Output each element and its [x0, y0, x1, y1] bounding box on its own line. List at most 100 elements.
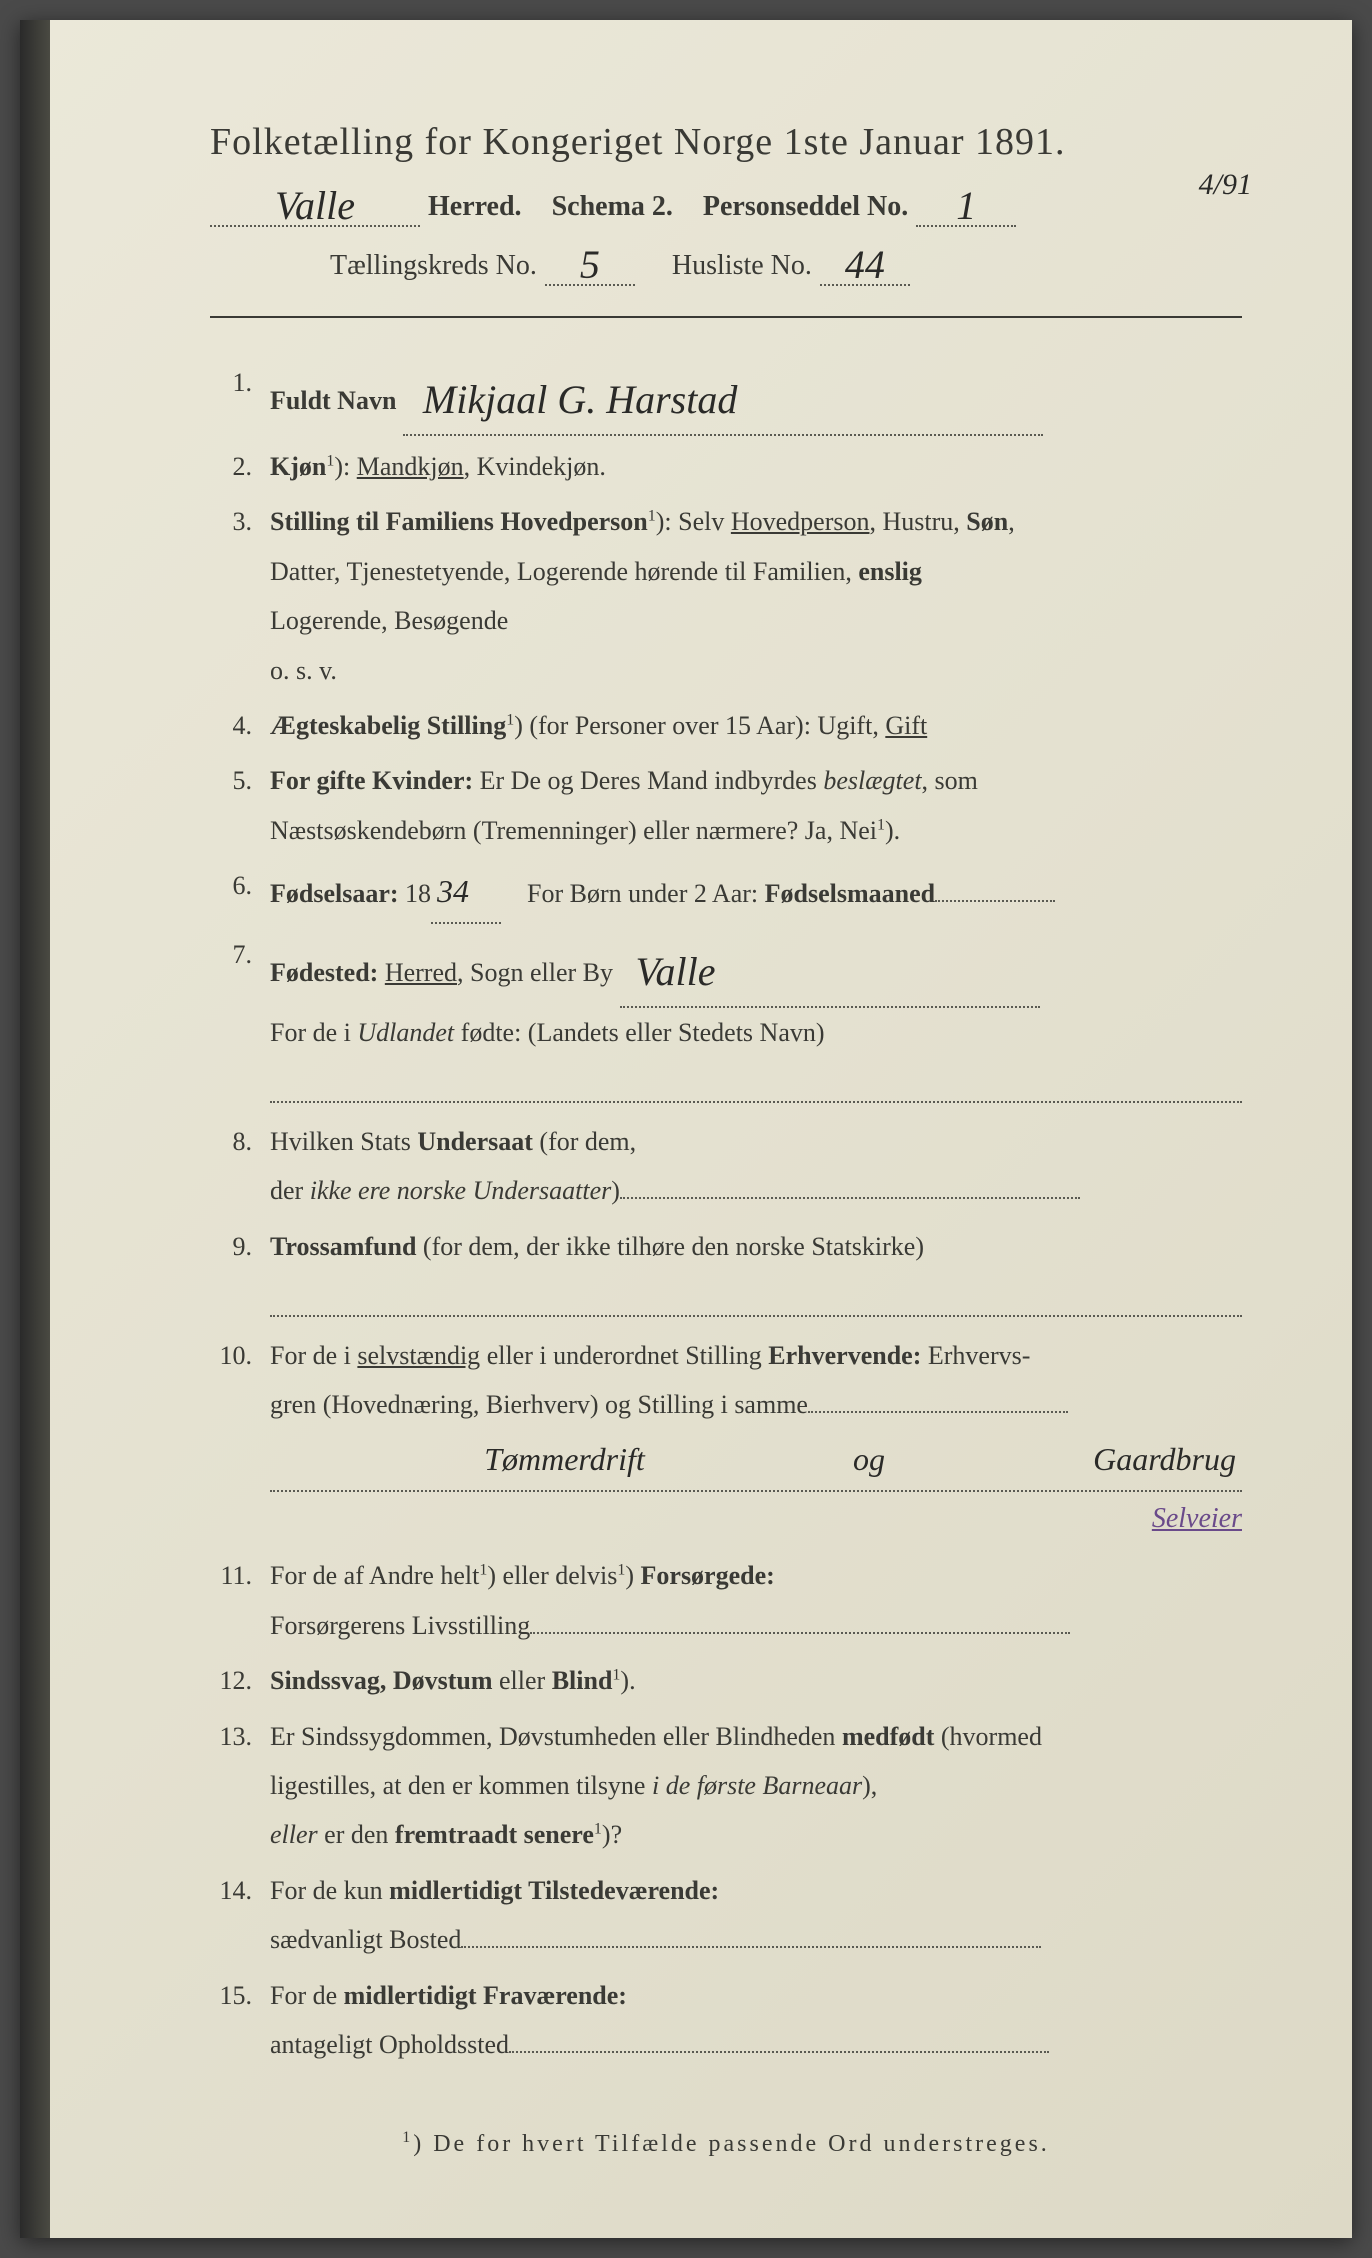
field-4: 4. Ægteskabelig Stilling1) (for Personer… [210, 701, 1242, 750]
census-form-page: 4/91 Folketælling for Kongeriget Norge 1… [20, 20, 1352, 2238]
sup-5: 1 [877, 816, 885, 833]
s8d: ) [611, 1176, 620, 1205]
field-1: 1. Fuldt Navn Mikjaal G. Harstad [210, 358, 1242, 436]
rel-line3: Logerende, Besøgende [270, 606, 508, 635]
lead-4: ) (for Personer over 15 Aar): Ugift, [514, 711, 885, 740]
s8b: (for dem, [533, 1127, 636, 1156]
enslig-bold: enslig [858, 557, 922, 586]
marital-selected: Gift [885, 711, 927, 740]
num-12: 12. [210, 1656, 270, 1705]
label-marital: Ægteskabelig Stilling [270, 711, 506, 740]
d13c: ligestilles, at den er kommen tilsyne [270, 1771, 652, 1800]
divider [210, 316, 1242, 318]
s8em: ikke ere norske Undersaatter [310, 1176, 612, 1205]
fn-text: ) De for hvert Tilfælde passende Ord und… [413, 2131, 1050, 2157]
w-em: beslægtet [823, 766, 921, 795]
husliste-value: 44 [845, 242, 885, 287]
a15a: For de [270, 1981, 344, 2010]
field-5: 5. For gifte Kvinder: Er De og Deres Man… [210, 756, 1242, 855]
fn-sup: 1 [402, 2129, 413, 2146]
s8a: Hvilken Stats [270, 1127, 417, 1156]
field-11: 11. For de af Andre helt1) eller delvis1… [210, 1551, 1242, 1650]
d13em: i de første Barneaar [652, 1771, 862, 1800]
sex-other: , Kvindekjøn. [464, 452, 606, 481]
num-13: 13. [210, 1712, 270, 1860]
o10-line2: gren (Hovednæring, Bierhverv) og Stillin… [270, 1390, 808, 1419]
d13tail: )? [602, 1820, 622, 1849]
herred-label: Herred. [428, 191, 522, 223]
schema-label: Schema 2. [552, 191, 673, 223]
bp-text: , Sogn eller By [457, 958, 613, 987]
label-wives: For gifte Kvinder: [270, 766, 473, 795]
d13f: er den [318, 1820, 395, 1849]
husliste-label: Husliste No. [672, 250, 812, 282]
occupation-2: Gaardbrug [1093, 1429, 1236, 1490]
label-sex: Kjøn [270, 452, 326, 481]
d13e: eller [270, 1820, 318, 1849]
w-tail: ). [885, 816, 900, 845]
field-2: 2. Kjøn1): Mandkjøn, Kvindekjøn. [210, 442, 1242, 491]
field-3: 3. Stilling til Familiens Hovedperson1):… [210, 497, 1242, 695]
occupation-1: Tømmerdrift [484, 1429, 645, 1490]
o10a: For de i [270, 1341, 357, 1370]
header-row-2: Tællingskreds No. 5 Husliste No. 44 [210, 237, 1242, 286]
rest3b: , [1008, 507, 1015, 536]
o10ul: selvstændig [357, 1341, 480, 1370]
birthplace-type: Herred [385, 958, 457, 987]
relation-selected: Hovedperson [731, 507, 870, 536]
label-name: Fuldt Navn [270, 386, 396, 415]
num-1: 1. [210, 358, 270, 436]
d13bold1: medfødt [842, 1722, 934, 1751]
colon-2: ): [334, 452, 356, 481]
field-10: 10. For de i selvstændig eller i underor… [210, 1331, 1242, 1546]
label-disability: Sindssvag, Døvstum [270, 1666, 493, 1695]
s8c: der [270, 1176, 310, 1205]
yr-prefix: 18 [399, 879, 432, 908]
sex-selected: Mandkjøn [357, 452, 464, 481]
num-9: 9. [210, 1222, 270, 1317]
o10b: eller i underordnet Stilling [480, 1341, 768, 1370]
p11b: ) eller delvis [487, 1561, 617, 1590]
sup13: 1 [594, 1821, 602, 1838]
label-birthmonth: Fødselsmaaned [765, 879, 935, 908]
num-4: 4. [210, 701, 270, 750]
num-2: 2. [210, 442, 270, 491]
field-14: 14. For de kun midlertidigt Tilstedevære… [210, 1866, 1242, 1965]
p11c: ) [625, 1561, 640, 1590]
d13bold2: fremtraadt senere [395, 1820, 594, 1849]
w-t1: Er De og Deres Mand indbyrdes [473, 766, 823, 795]
kreds-label: Tællingskreds No. [330, 250, 537, 282]
field-7: 7. Fødested: Herred, Sogn eller By Valle… [210, 930, 1242, 1103]
rel-line4: o. s. v. [270, 656, 337, 685]
t14a: For de kun [270, 1876, 389, 1905]
w-line2: Næstsøskendebørn (Tremenninger) eller næ… [270, 816, 877, 845]
bp2em: Udlandet [357, 1018, 454, 1047]
lead-3: ): Selv [656, 507, 731, 536]
field-12: 12. Sindssvag, Døvstum eller Blind1). [210, 1656, 1242, 1705]
label-birthyear: Fødselsaar: [270, 879, 399, 908]
person-no: 1 [956, 183, 976, 228]
label-relation: Stilling til Familiens Hovedperson [270, 507, 648, 536]
birthplace-value: Valle [636, 949, 716, 994]
sup-4: 1 [506, 711, 514, 728]
margin-annotation: 4/91 [1199, 168, 1252, 202]
label-religion: Trossamfund [270, 1232, 416, 1261]
occupation-og: og [853, 1429, 885, 1490]
d12or: eller [493, 1666, 552, 1695]
form-title: Folketælling for Kongeriget Norge 1ste J… [210, 120, 1242, 164]
rel-blank [270, 1275, 1242, 1317]
header-row-1: Valle Herred. Schema 2. Personseddel No.… [210, 178, 1242, 227]
num-15: 15. [210, 1971, 270, 2070]
field-9: 9. Trossamfund (for dem, der ikke tilhør… [210, 1222, 1242, 1317]
label-subject: Undersaat [417, 1127, 533, 1156]
bp2a: For de i [270, 1018, 357, 1047]
field-6: 6. Fødselsaar: 1834 For Børn under 2 Aar… [210, 861, 1242, 924]
rest3a: , Hustru, [870, 507, 967, 536]
d13b: (hvormed [934, 1722, 1042, 1751]
kreds-value: 5 [580, 242, 600, 287]
d12blind: Blind [552, 1666, 613, 1695]
num-5: 5. [210, 756, 270, 855]
d13a: Er Sindssygdommen, Døvstumheden eller Bl… [270, 1722, 842, 1751]
rel-line2: Datter, Tjenestetyende, Logerende hørend… [270, 557, 858, 586]
a15bold: midlertidigt Fraværende: [344, 1981, 627, 2010]
